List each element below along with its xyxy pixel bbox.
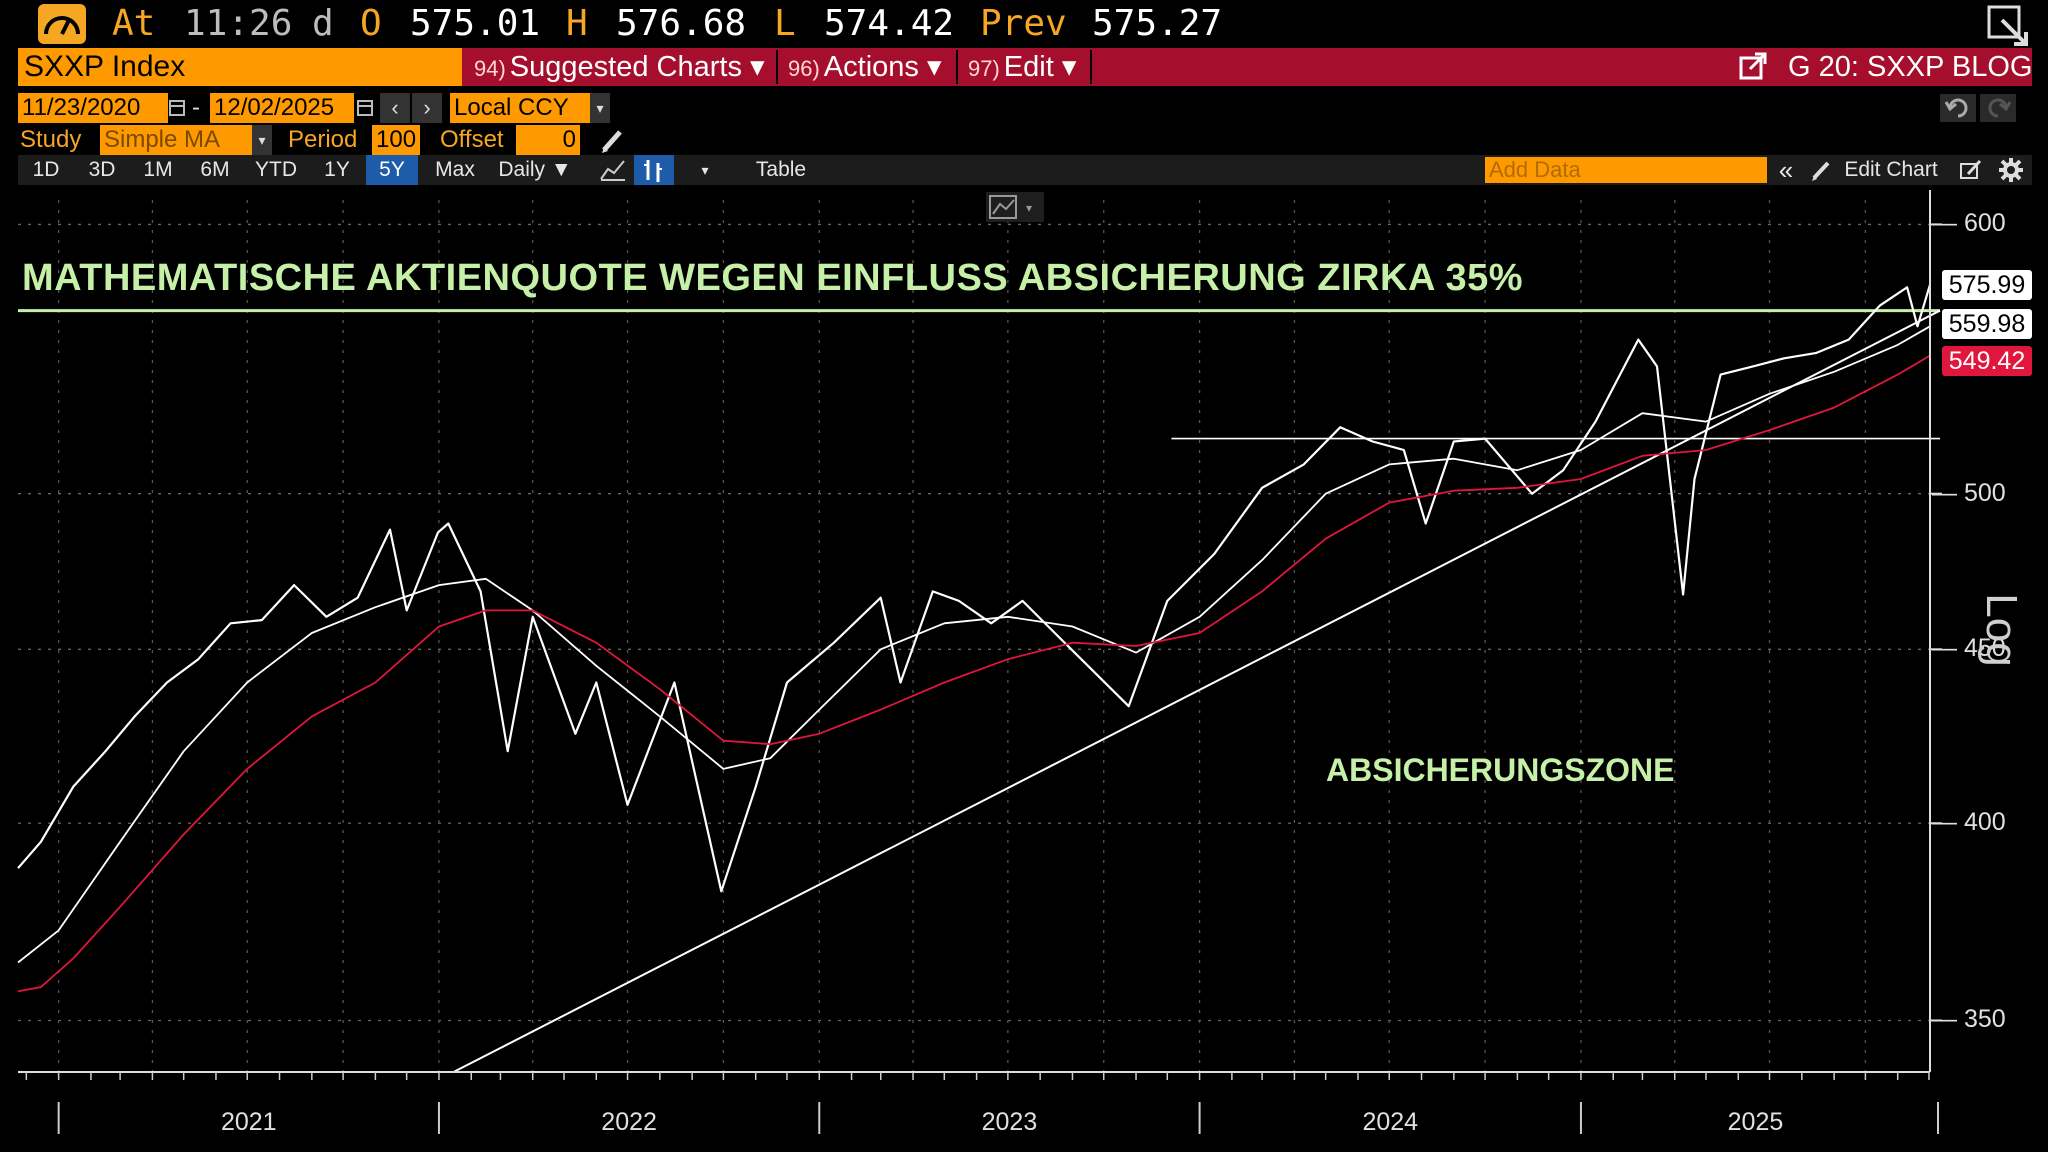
launchpad-label[interactable]: G 20: SXXP BLOG: [1788, 51, 2033, 83]
date-separator: -: [192, 94, 200, 121]
x-tick-label: 2025: [1727, 1108, 1784, 1136]
log-scale-label: Log: [1977, 593, 2026, 667]
collapse-icon[interactable]: «: [1778, 155, 1794, 185]
ma-100-badge: 549.42: [1942, 345, 2032, 376]
last-price-badge: 575.99: [1942, 269, 2032, 300]
quote-time: 11:26: [184, 3, 293, 44]
prev-value: 575.27: [1092, 3, 1223, 44]
open-label: O: [360, 3, 382, 44]
period-input[interactable]: 100: [372, 125, 420, 155]
calendar-icon[interactable]: [168, 97, 186, 119]
period-button[interactable]: 6M: [200, 158, 230, 181]
divider: [776, 50, 778, 84]
prev-label: Prev: [980, 3, 1067, 44]
actions-menu[interactable]: 96) Actions ▾: [788, 48, 942, 86]
offset-input[interactable]: 0: [516, 125, 580, 155]
add-data-input[interactable]: Add Data: [1485, 157, 1767, 183]
export-icon[interactable]: [1738, 52, 1768, 82]
menu-number: 97): [968, 56, 1000, 81]
end-date-field[interactable]: 12/02/2025: [210, 93, 354, 123]
y-tick-label: — 400: [1932, 808, 2006, 837]
high-value: 576.68: [616, 3, 747, 44]
quote-line: At 11:26 d O 575.01 H 576.68 L 574.42 Pr…: [0, 0, 2048, 48]
period-button[interactable]: 1M: [143, 158, 173, 181]
period-button[interactable]: 1Y: [324, 158, 350, 181]
start-date-field[interactable]: 11/23/2020: [18, 93, 168, 123]
y-tick-label: — 600: [1932, 209, 2006, 238]
frequency-select[interactable]: Daily ▼: [498, 158, 572, 181]
study-label: Study: [20, 126, 82, 153]
moving-average-short-line: [17, 325, 1931, 964]
chart-grid: [18, 200, 1930, 1072]
zone-annotation: ABSICHERUNGSZONE: [1326, 752, 1675, 788]
low-value: 574.42: [824, 3, 955, 44]
offset-label: Offset: [440, 126, 504, 153]
divider: [1090, 50, 1092, 84]
chart-axes: [18, 190, 1942, 1134]
x-tick-label: 2022: [601, 1108, 657, 1136]
price-chart[interactable]: [0, 186, 2048, 1152]
svg-text:▾: ▾: [1026, 201, 1032, 215]
menu-number: 96): [788, 56, 820, 81]
period-button[interactable]: 1D: [32, 158, 60, 181]
high-label: H: [566, 3, 588, 44]
y-tick-label: — 500: [1932, 478, 2006, 507]
edit-chart-button[interactable]: Edit Chart: [1844, 158, 1938, 181]
study-select[interactable]: Simple MA: [100, 125, 252, 155]
redo-icon[interactable]: [1980, 94, 2016, 122]
pencil-icon[interactable]: [1810, 158, 1834, 182]
next-range-button[interactable]: ›: [412, 93, 442, 123]
x-tick-label: 2021: [220, 1108, 277, 1136]
prev-range-button[interactable]: ‹: [380, 93, 410, 123]
menu-label: Suggested Charts ▾: [509, 51, 765, 83]
suggested-charts-menu[interactable]: 94) Suggested Charts ▾: [474, 48, 765, 86]
period-button[interactable]: Max: [435, 158, 475, 181]
menu-number: 94): [474, 56, 506, 81]
menu-label: Actions ▾: [823, 51, 942, 83]
y-tick-label: — 350: [1932, 1005, 2006, 1034]
x-tick-label: 2024: [1362, 1108, 1419, 1136]
pencil-icon[interactable]: [600, 126, 626, 154]
annotate-icon[interactable]: [1958, 158, 1984, 182]
ticker-field[interactable]: SXXP Index: [18, 48, 462, 86]
low-label: L: [774, 3, 796, 44]
chevron-down-icon[interactable]: ▾: [701, 162, 709, 178]
chevron-down-icon[interactable]: ▾: [590, 93, 610, 123]
currency-select[interactable]: Local CCY: [450, 93, 590, 123]
period-button-active[interactable]: 5Y: [366, 155, 418, 185]
period-button[interactable]: 3D: [88, 158, 116, 181]
price-line: [17, 284, 1932, 893]
d-label: d: [312, 3, 334, 44]
headline-annotation: MATHEMATISCHE AKTIENQUOTE WEGEN EINFLUSS…: [22, 257, 1524, 299]
undo-icon[interactable]: [1940, 94, 1976, 122]
edit-menu[interactable]: 97) Edit ▾: [968, 48, 1076, 86]
popout-icon[interactable]: [1986, 4, 2030, 46]
trendline: [453, 309, 1941, 1073]
chevron-down-icon[interactable]: ▾: [252, 125, 272, 155]
period-button[interactable]: YTD: [255, 158, 297, 181]
gauge-icon[interactable]: [38, 4, 86, 44]
x-tick-label: 2023: [981, 1108, 1038, 1136]
divider: [956, 50, 958, 84]
table-button[interactable]: Table: [755, 158, 807, 181]
at-label: At: [112, 3, 156, 44]
gear-icon[interactable]: [1998, 157, 2024, 183]
moving-average-100-line: [17, 354, 1931, 993]
calendar-icon[interactable]: [356, 97, 374, 119]
line-chart-icon[interactable]: [598, 157, 628, 183]
chart-series: [17, 284, 1941, 1073]
y-tick-label: — 450: [1932, 634, 2006, 663]
menu-label: Edit ▾: [1003, 51, 1077, 83]
bar-chart-icon[interactable]: [634, 155, 674, 185]
ma-short-badge: 559.98: [1942, 309, 2032, 340]
chart-type-icon[interactable]: ▾: [986, 192, 1044, 222]
period-label: Period: [288, 126, 358, 153]
open-value: 575.01: [410, 3, 541, 44]
